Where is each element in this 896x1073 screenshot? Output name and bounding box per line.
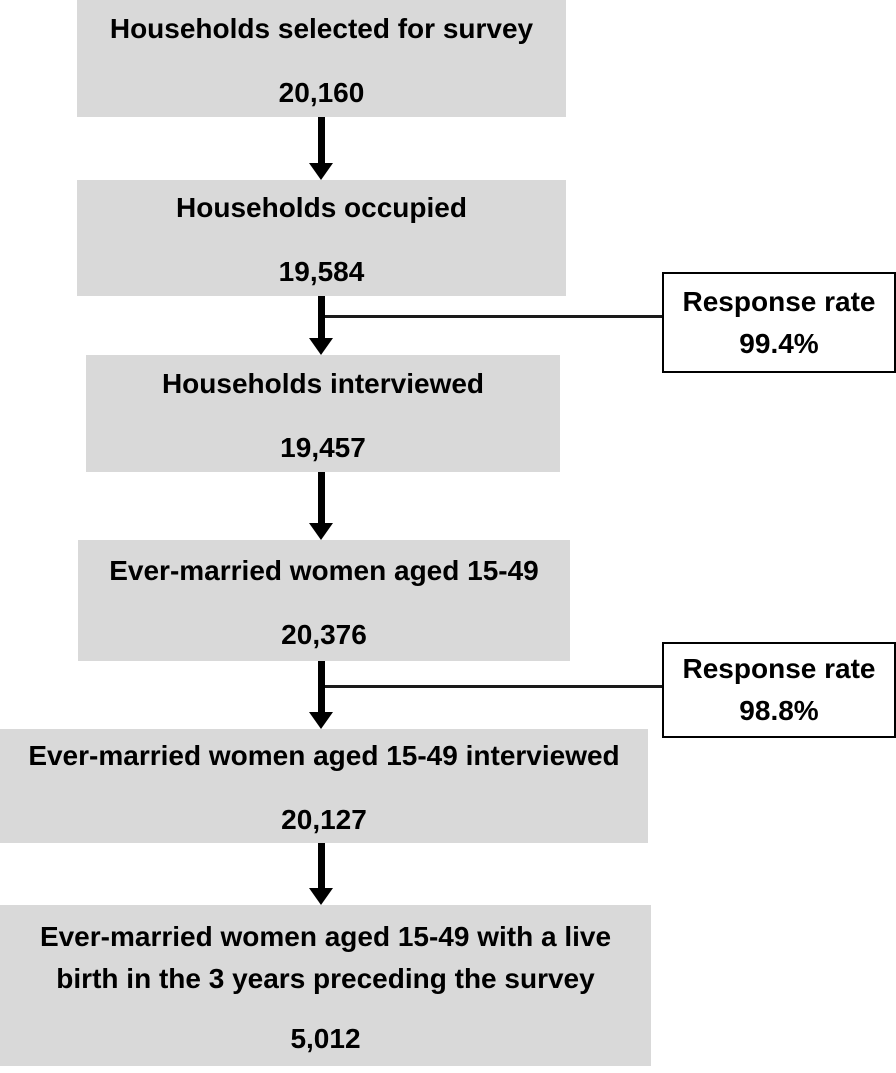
node-label: Ever-married women aged 15-49 bbox=[109, 554, 539, 586]
arrow-down-icon bbox=[309, 296, 333, 355]
node-value: 5,012 bbox=[290, 1022, 361, 1054]
response-rate-note-households: Response rate 99.4% bbox=[662, 272, 896, 373]
note-connector-line bbox=[325, 315, 662, 318]
node-label: Ever-married women aged 15-49 with a liv… bbox=[39, 920, 612, 994]
node-households-occupied: Households occupied 19,584 bbox=[77, 180, 566, 296]
note-connector-line bbox=[325, 685, 662, 688]
arrow-shaft bbox=[317, 296, 325, 338]
arrow-shaft bbox=[317, 661, 325, 712]
arrow-down-icon bbox=[309, 117, 333, 180]
arrow-head bbox=[309, 712, 333, 729]
arrow-down-icon bbox=[309, 661, 333, 729]
arrow-down-icon bbox=[309, 843, 333, 905]
node-women-interviewed: Ever-married women aged 15-49 interviewe… bbox=[0, 729, 648, 843]
node-label: Ever-married women aged 15-49 interviewe… bbox=[28, 740, 620, 772]
node-value: 20,160 bbox=[278, 76, 365, 108]
node-households-selected: Households selected for survey 20,160 bbox=[77, 0, 566, 117]
arrow-shaft bbox=[317, 843, 325, 888]
node-label: Households interviewed bbox=[161, 367, 485, 399]
node-label: Households selected for survey bbox=[109, 12, 534, 44]
node-women-live-birth: Ever-married women aged 15-49 with a liv… bbox=[0, 905, 651, 1066]
node-label: Households occupied bbox=[176, 192, 467, 224]
node-value: 20,127 bbox=[281, 804, 367, 836]
node-value: 20,376 bbox=[281, 618, 367, 650]
note-value: 99.4% bbox=[739, 327, 819, 359]
node-households-interviewed: Households interviewed 19,457 bbox=[86, 355, 560, 472]
arrow-head bbox=[309, 338, 333, 355]
node-value: 19,457 bbox=[280, 431, 366, 463]
node-value: 19,584 bbox=[278, 256, 365, 288]
arrow-head bbox=[309, 163, 333, 180]
note-value: 98.8% bbox=[739, 695, 819, 726]
arrow-head bbox=[309, 888, 333, 905]
arrow-head bbox=[309, 523, 333, 540]
note-title: Response rate bbox=[682, 653, 876, 684]
arrow-shaft bbox=[317, 472, 325, 523]
note-title: Response rate bbox=[682, 285, 876, 317]
arrow-shaft bbox=[317, 117, 325, 163]
arrow-down-icon bbox=[309, 472, 333, 540]
response-rate-note-women: Response rate 98.8% bbox=[662, 642, 896, 738]
node-ever-married-women: Ever-married women aged 15-49 20,376 bbox=[78, 540, 570, 661]
